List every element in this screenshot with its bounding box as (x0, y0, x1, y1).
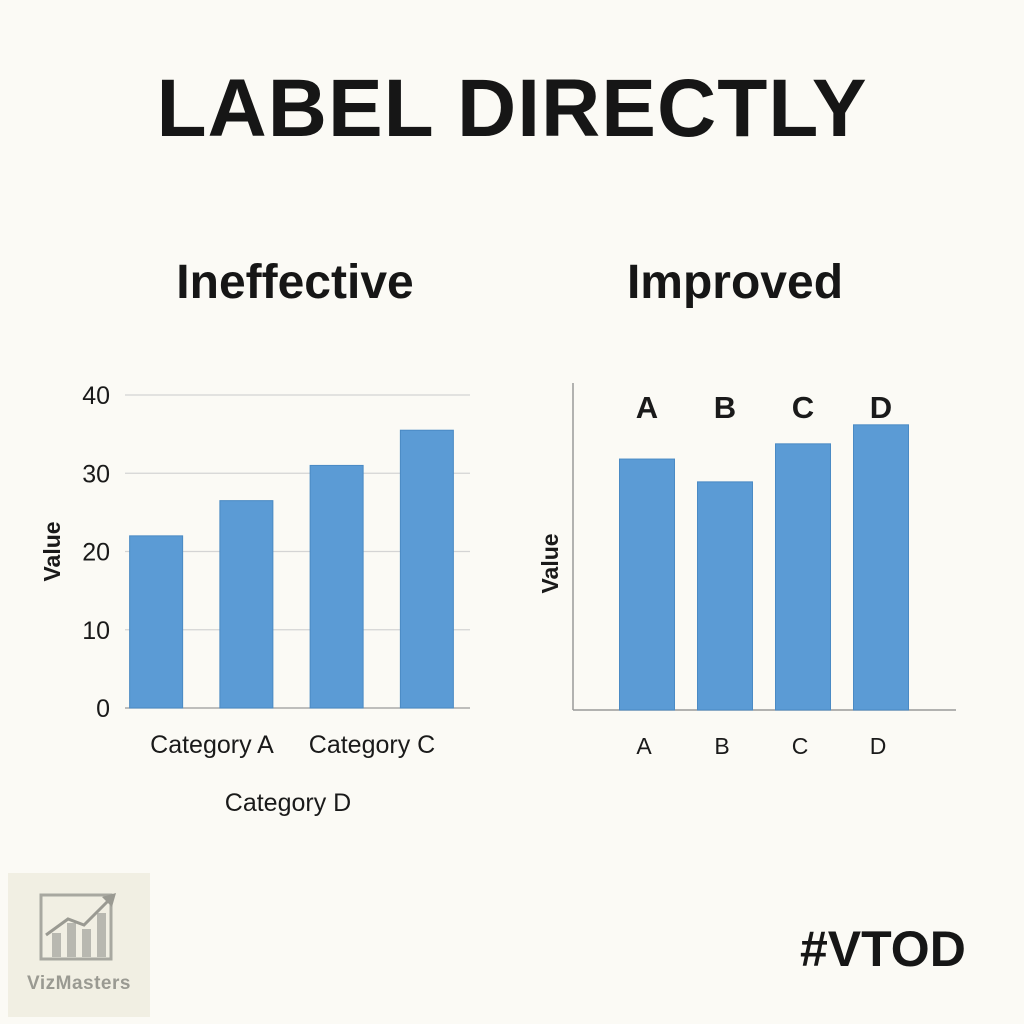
bar-category-a (129, 535, 184, 709)
y-tick-label: 10 (82, 617, 110, 645)
y-axis-label: Value (537, 533, 563, 593)
x-tick-label: B (714, 733, 729, 759)
y-tick-label: 40 (82, 382, 110, 410)
data-label: A (636, 390, 658, 425)
bar-a (619, 458, 675, 711)
x-tick-label: D (870, 733, 887, 759)
y-axis-label: Value (39, 521, 65, 581)
data-label: D (870, 390, 892, 425)
left-chart-title: Ineffective (176, 256, 414, 309)
bar-category-c (309, 464, 364, 709)
x-tick-label: Category A (150, 731, 274, 759)
x-tick-label: A (636, 733, 652, 759)
data-label: B (714, 390, 736, 425)
bar-d (853, 424, 909, 711)
x-tick-label: Category D (225, 789, 351, 817)
rising-chart-icon (39, 893, 116, 961)
logo-text: VizMasters (27, 973, 131, 994)
bar-b (697, 481, 753, 711)
y-tick-label: 0 (96, 695, 110, 723)
bar-c (775, 443, 831, 711)
bar-category-b (219, 500, 274, 709)
main-title: LABEL DIRECTLY (156, 63, 868, 154)
bar-category-d (399, 429, 454, 709)
y-tick-label: 30 (82, 460, 110, 488)
x-tick-label: C (792, 733, 809, 759)
x-tick-label: Category C (309, 731, 435, 759)
data-label: C (792, 390, 814, 425)
y-tick-label: 20 (82, 539, 110, 567)
hashtag: #VTOD (800, 921, 966, 977)
right-chart-title: Improved (626, 256, 844, 309)
vizmasters-logo: VizMasters (8, 873, 150, 1017)
